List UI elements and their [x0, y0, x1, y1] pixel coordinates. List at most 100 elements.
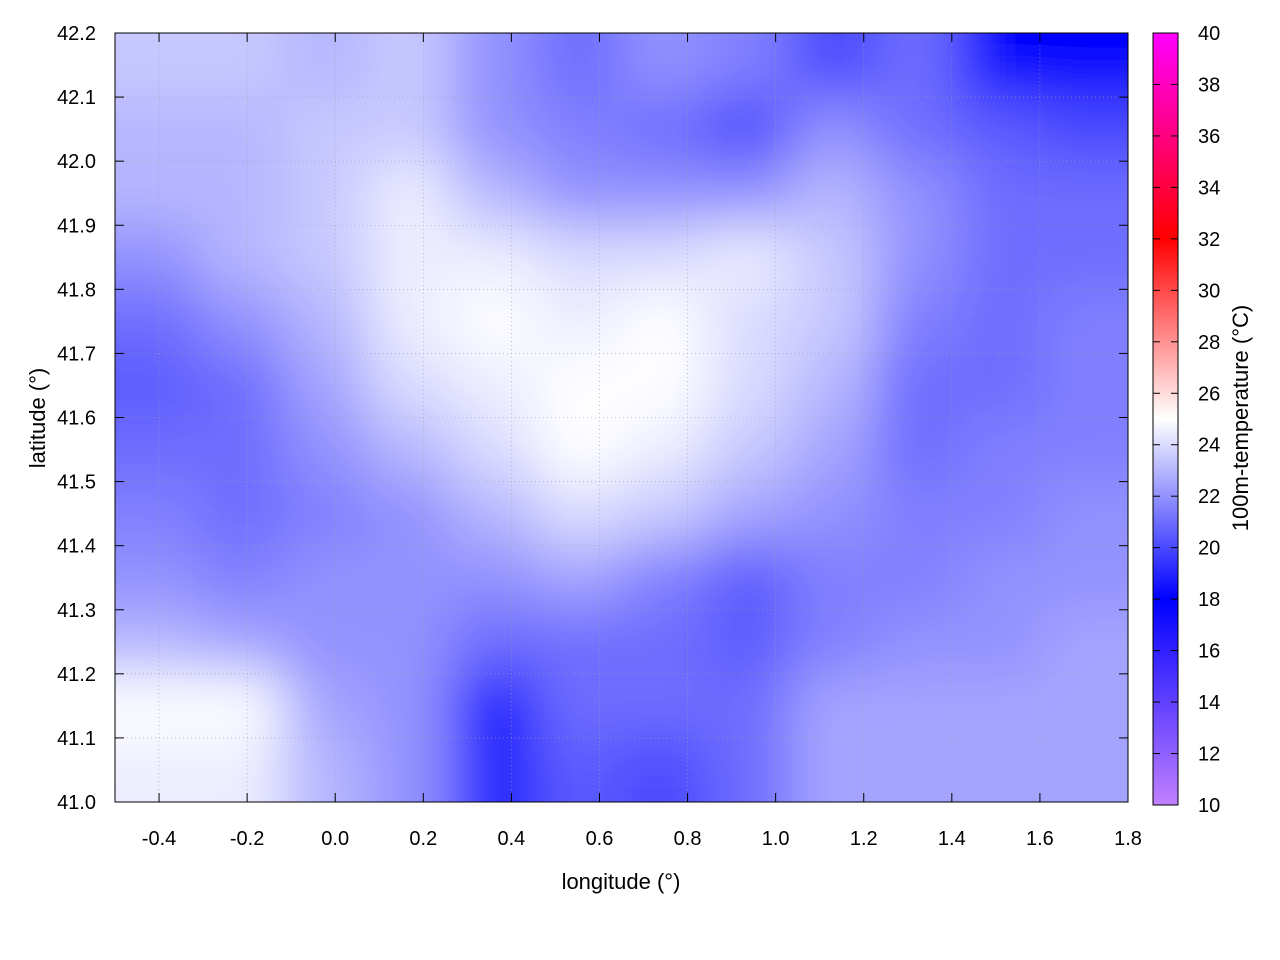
heatmap-cell	[705, 737, 791, 802]
heatmap-cell	[1043, 289, 1128, 354]
heatmap-cell	[959, 737, 1044, 802]
heatmap-cell	[874, 545, 960, 610]
heatmap-cell	[959, 417, 1044, 482]
y-tick-label: 41.9	[57, 215, 96, 237]
heatmap-cell	[959, 673, 1044, 738]
colorbar-tick-label: 24	[1198, 435, 1220, 457]
colorbar-tick-label: 12	[1198, 744, 1220, 766]
x-tick-label: 0.4	[497, 828, 525, 850]
y-tick-label: 42.0	[57, 151, 96, 173]
heatmap-cell	[1043, 737, 1128, 802]
heatmap-cell	[452, 289, 538, 354]
heatmap-cell	[537, 33, 622, 98]
y-tick-label: 41.2	[57, 664, 96, 686]
heatmap-cell	[452, 353, 538, 418]
heatmap-cell	[874, 161, 960, 226]
heatmap-cell	[283, 33, 369, 98]
heatmap-cell	[1043, 353, 1128, 418]
heatmap-cell	[199, 673, 284, 738]
heatmap-cell	[115, 545, 200, 610]
heatmap-cell	[283, 673, 369, 738]
grid-lines	[115, 33, 1128, 802]
heatmap-cell	[199, 609, 284, 674]
heatmap-cell	[1043, 161, 1128, 226]
colorbar-tick-label: 18	[1198, 589, 1220, 611]
colorbar-tick-label: 30	[1198, 280, 1220, 302]
colorbar-tick-label: 28	[1198, 332, 1220, 354]
colorbar-tick-label: 14	[1198, 692, 1220, 714]
heatmap-cell	[705, 33, 791, 98]
heatmap-cell	[368, 737, 453, 802]
heatmap-cell	[874, 609, 960, 674]
heatmap-cell	[705, 161, 791, 226]
heatmap-cell	[874, 97, 960, 162]
heatmap-cell	[790, 545, 875, 610]
heatmap-cell	[115, 737, 200, 802]
heatmap-cell	[368, 609, 453, 674]
x-tick-label: 1.8	[1114, 828, 1142, 850]
heatmap-cell	[705, 417, 791, 482]
heatmap-cell	[537, 289, 622, 354]
colorbar-tick-label: 36	[1198, 126, 1220, 148]
heatmap-cell	[199, 737, 284, 802]
heatmap-cell	[115, 481, 200, 546]
colorbar-tick-label: 26	[1198, 383, 1220, 405]
heatmap-cell	[115, 161, 200, 226]
heatmap-cell	[283, 737, 369, 802]
heatmap-cell	[621, 417, 706, 482]
heatmap-cell	[368, 289, 453, 354]
heatmap-cell	[199, 481, 284, 546]
colorbar-tick-label: 32	[1198, 229, 1220, 251]
y-tick-label: 42.2	[57, 23, 96, 45]
heatmap-cell	[705, 673, 791, 738]
heatmap-cell	[368, 33, 453, 98]
heatmap-cell	[1043, 609, 1128, 674]
heatmap-cell	[790, 609, 875, 674]
heatmap-cell	[790, 673, 875, 738]
heatmap-cell	[959, 481, 1044, 546]
colorbar-tick-label: 22	[1198, 486, 1220, 508]
colorbar-tick-label: 10	[1198, 795, 1220, 817]
heatmap-cell	[368, 353, 453, 418]
heatmap-cell	[283, 225, 369, 290]
heatmap-cell	[874, 33, 960, 98]
y-tick-label: 41.4	[57, 536, 96, 558]
heatmap-cell	[537, 673, 622, 738]
heatmap-cell	[199, 161, 284, 226]
heatmap-cell	[452, 673, 538, 738]
x-tick-label: 1.2	[850, 828, 878, 850]
heatmap-cell	[1043, 481, 1128, 546]
heatmap-cell	[199, 225, 284, 290]
heatmap-cell	[790, 417, 875, 482]
x-tick-label: 1.6	[1026, 828, 1054, 850]
y-tick-label: 41.1	[57, 728, 96, 750]
heatmap-cell	[537, 481, 622, 546]
x-tick-label: 0.6	[586, 828, 614, 850]
heatmap-cell	[621, 481, 706, 546]
x-axis-label: longitude (°)	[562, 869, 681, 894]
colorbar-tick-label: 20	[1198, 538, 1220, 560]
heatmap-cell	[790, 225, 875, 290]
heatmap-cell	[790, 481, 875, 546]
heatmap-cell	[959, 97, 1044, 162]
heatmap-cell	[537, 161, 622, 226]
heatmap-cell	[705, 481, 791, 546]
heatmap-cell	[115, 673, 200, 738]
heatmap-cell	[705, 97, 791, 162]
heatmap-cell	[1043, 673, 1128, 738]
heatmap-cell	[115, 97, 200, 162]
heatmap-cell	[790, 97, 875, 162]
heatmap-cell	[115, 609, 200, 674]
heatmap-cell	[621, 353, 706, 418]
heatmap-cell	[537, 545, 622, 610]
heatmap-cell	[621, 737, 706, 802]
heatmap-cell	[705, 545, 791, 610]
heatmap-cell	[1043, 33, 1128, 98]
heatmap-cell	[959, 609, 1044, 674]
heatmap-cell	[368, 673, 453, 738]
heatmap-cell	[959, 161, 1044, 226]
heatmap-cell	[452, 161, 538, 226]
heatmap-cell	[790, 161, 875, 226]
heatmap-cell	[959, 545, 1044, 610]
heatmap-cell	[1043, 545, 1128, 610]
